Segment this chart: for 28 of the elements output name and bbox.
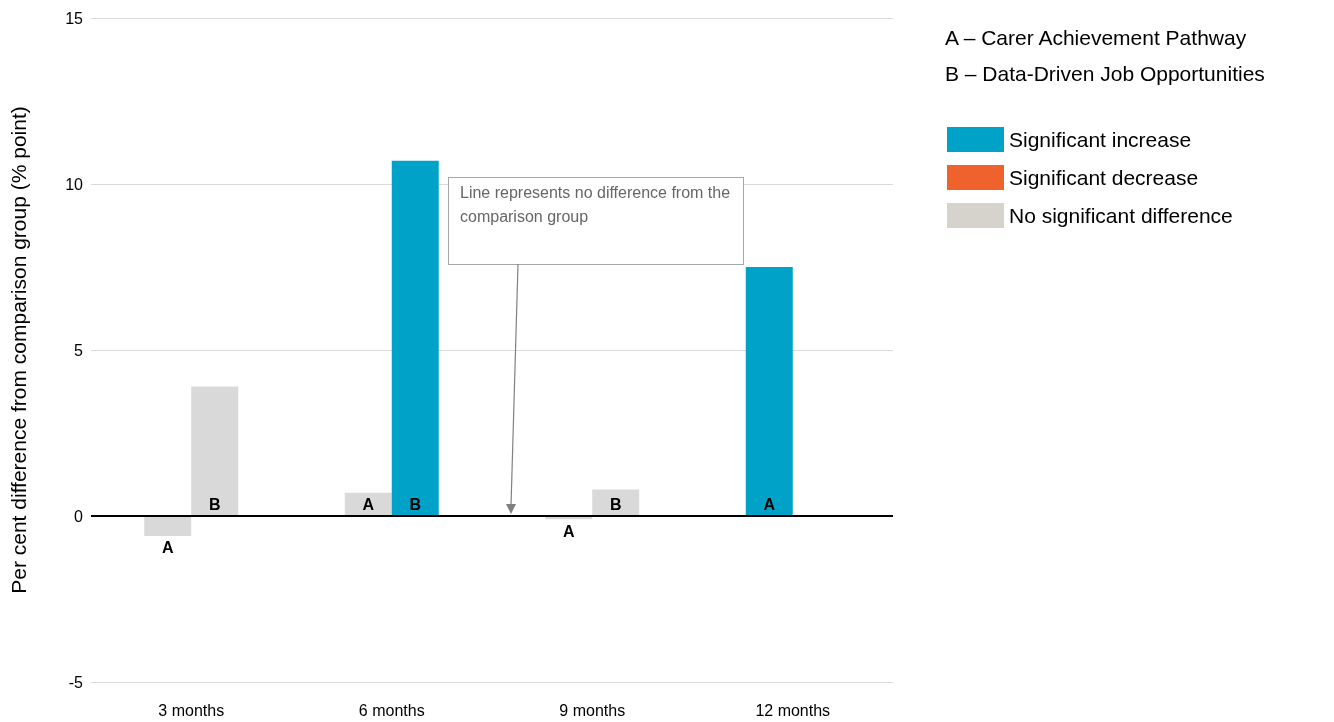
y-tick-label: 15 [65,9,84,27]
data-label: A [161,539,174,557]
data-label: B [609,495,622,513]
x-tick-label: 3 months [158,701,225,719]
y-tick-label: 5 [74,341,84,359]
y-tick-label: 10 [65,175,84,193]
bar [592,489,640,516]
data-label: B [208,495,221,513]
data-label: A [362,495,375,513]
data-label: A [763,495,776,513]
data-label: A [562,522,575,540]
bar [191,386,239,516]
x-tick-label: 12 months [755,701,831,719]
text-box: Line represents no difference from the comparison group [448,177,744,265]
x-tick-label: 6 months [358,701,425,719]
bar [391,160,439,516]
x-tick-label: 9 months [559,701,626,719]
text: A – Carer Achievement Pathway [945,26,1247,50]
y-tick-label: -5 [68,673,84,691]
y-axis-title: Per cent difference from comparison group (% point) [7,106,30,594]
data-label: B [409,495,422,513]
legend-label: Significant increase [1009,128,1192,151]
legend-label: No significant difference [1009,204,1233,227]
text: B – Data-Driven Job Opportunities [945,62,1265,86]
y-tick-label: 0 [74,507,84,525]
bar [745,267,793,516]
bar [144,516,192,536]
legend-label: Significant decrease [1009,166,1199,189]
